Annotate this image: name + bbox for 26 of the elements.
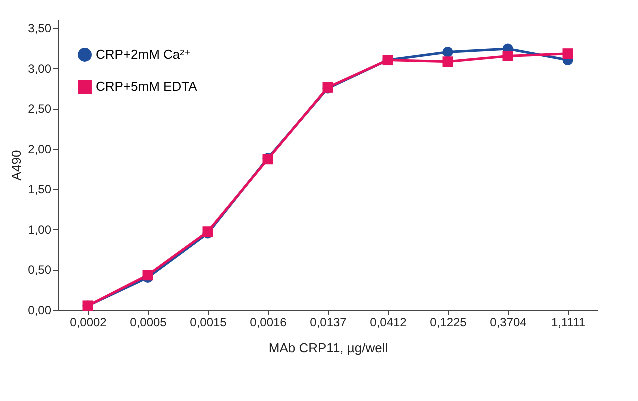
x-tick-label: 1,1111 — [551, 316, 586, 330]
y-tick-label: 0,50 — [28, 263, 52, 278]
point — [142, 270, 154, 281]
x-tick-label: 0,0015 — [190, 316, 228, 330]
y-tick-label: 3,00 — [28, 62, 52, 76]
x-tick-label: 0,0412 — [370, 316, 408, 330]
x-tick-label: 0,3704 — [490, 316, 528, 330]
x-tick-label: 0,0016 — [250, 316, 288, 330]
y-tick-label: 2,00 — [28, 142, 52, 156]
y-tick-label: 1,50 — [28, 182, 52, 197]
y-tick-label: 0,00 — [28, 304, 52, 318]
point — [442, 56, 454, 68]
y-axis-title: A490 — [9, 150, 24, 181]
point — [442, 46, 454, 58]
legend-label: CRP+2mM Ca²⁺ — [96, 47, 192, 62]
x-tick-label: 0,0005 — [130, 316, 168, 330]
x-tick-label: 0,0137 — [310, 316, 348, 330]
point — [502, 51, 514, 62]
y-tick-label: 3,50 — [28, 22, 52, 36]
x-axis-title: MAb CRP11, µg/well — [268, 340, 388, 356]
x-tick-label: 0,0002 — [70, 316, 108, 330]
point — [562, 48, 574, 60]
y-tick-label: 1,00 — [28, 222, 52, 237]
x-tick-label: 0,1225 — [430, 316, 468, 330]
y-tick-label: 2,50 — [28, 102, 52, 116]
legend-label: CRP+5mM EDTA — [96, 79, 198, 94]
